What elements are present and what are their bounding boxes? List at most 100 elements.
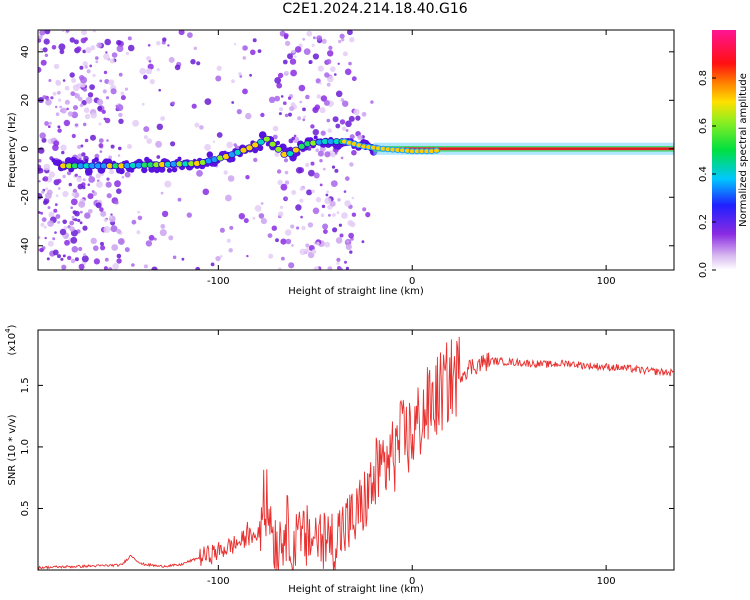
spectrogram-band: [84, 158, 89, 163]
spectrogram-speckle: [75, 123, 78, 127]
spectrogram-speckle: [106, 177, 110, 181]
spectrogram-speckle: [231, 79, 235, 84]
spectrogram-speckle: [151, 266, 158, 270]
spectrogram-speckle: [127, 144, 132, 149]
spectrogram-speckle: [73, 39, 79, 45]
spectrogram-speckle: [145, 68, 152, 75]
spectrogram-speckle: [146, 56, 151, 61]
spectrogram-speckle: [193, 46, 197, 50]
colorbar-gradient: [712, 30, 736, 270]
spectrogram-speckle: [99, 207, 104, 212]
spectrogram-speckle: [320, 130, 326, 136]
spectrogram-speckle: [109, 215, 113, 219]
spectrogram-speckle: [136, 230, 141, 235]
spectrogram-speckle: [308, 169, 315, 177]
spectrogram-speckle: [114, 200, 119, 205]
y-tick-label: 1.0: [20, 439, 31, 455]
snr-marks: [38, 336, 674, 570]
spectrogram-speckle: [148, 234, 155, 241]
spectrogram-speckle: [82, 122, 87, 127]
spectrogram-speckle: [62, 254, 66, 258]
spectrogram-speckle: [181, 257, 185, 261]
spectrogram-speckle: [109, 169, 115, 175]
spectrogram-speckle: [294, 55, 297, 58]
spectrogram-speckle: [339, 119, 346, 125]
spectrogram-speckle: [335, 123, 341, 129]
spectrogram-speckle: [149, 79, 155, 85]
spectrogram-speckle: [143, 74, 148, 80]
spectrogram-speckle: [164, 180, 172, 188]
spectrogram-speckle: [48, 171, 56, 178]
spectrogram-speckle: [339, 233, 344, 238]
spectrogram-speckle: [52, 249, 59, 256]
spectrogram-speckle: [81, 30, 87, 36]
spectrogram-speckle: [88, 176, 96, 183]
spectrogram-speckle: [336, 261, 340, 265]
spectrogram-speckle: [195, 266, 201, 270]
spectrogram-speckle: [295, 167, 303, 174]
spectrogram-speckle: [105, 181, 112, 188]
colorbar-tick-label: 0.2: [698, 214, 709, 230]
spectrogram-speckle: [238, 213, 245, 220]
spectrogram-speckle: [103, 226, 111, 233]
colorbar-tick-label: 0.6: [698, 118, 709, 134]
spectrogram-speckle: [339, 33, 345, 39]
spectrogram-speckle: [51, 45, 57, 50]
spectrogram-speckle: [95, 56, 99, 60]
spectrogram-speckle: [53, 63, 60, 70]
spectrogram-speckle: [294, 46, 302, 53]
spectrogram-speckle: [70, 206, 73, 209]
spectrogram-speckle: [216, 132, 223, 138]
spectrogram-speckle: [330, 66, 336, 72]
spectrogram-speckle: [100, 210, 107, 217]
spectrogram-speckle: [100, 245, 106, 251]
spectrogram-speckle: [271, 225, 277, 231]
ridge-point: [268, 140, 277, 148]
spectrogram-speckle: [79, 221, 83, 225]
snr-axes: -100 0 100 0.5 1.0 1.5: [20, 330, 674, 587]
spectrogram-speckle: [90, 112, 97, 119]
spectrogram-speckle: [346, 240, 350, 244]
spectrogram-speckle: [111, 244, 119, 251]
y-tick-label: 40: [20, 45, 31, 58]
spectrogram-speckle: [53, 208, 58, 213]
spectrogram-speckle: [103, 53, 110, 60]
spectrogram-speckle: [69, 226, 75, 232]
spectrogram-speckle: [196, 61, 201, 66]
spectrogram-speckle: [310, 161, 315, 166]
spectrogram-speckle: [103, 70, 108, 75]
spectrogram-axes: -100 0 100 -40 -20 0 20 40: [20, 30, 674, 287]
spectrogram-speckle: [342, 51, 348, 57]
spectrogram-speckle: [153, 237, 157, 241]
spectrogram-speckle: [362, 207, 367, 212]
spectrogram-speckle: [109, 58, 115, 64]
spectrogram-speckle: [327, 266, 333, 270]
snr-multiplier-base: (x10: [7, 333, 18, 356]
spectrogram-speckle: [79, 103, 84, 108]
spectrogram-speckle: [57, 254, 61, 259]
spectrogram-speckle: [298, 84, 306, 92]
spectrogram-speckle: [118, 72, 123, 77]
spectrogram-speckle: [48, 121, 52, 125]
spectrogram-speckle: [335, 90, 343, 98]
spectrogram-speckle: [147, 44, 151, 47]
spectrogram-speckle: [326, 82, 331, 87]
spectrogram-speckle: [90, 237, 97, 245]
spectrogram-speckle: [70, 258, 76, 264]
x-tick-label: 100: [597, 276, 616, 287]
spectrogram-speckle: [90, 134, 96, 141]
spectrogram-speckle: [323, 167, 326, 171]
spectrogram-speckle: [120, 95, 126, 101]
spectrogram-speckle: [38, 147, 45, 154]
x-tick-label: -100: [207, 276, 230, 287]
spectrogram-speckle: [272, 125, 279, 132]
spectrogram-speckle: [124, 247, 130, 253]
spectrogram-speckle: [38, 35, 43, 40]
spectrogram-band: [171, 167, 178, 173]
spectrogram-speckle: [314, 104, 321, 110]
spectrogram-speckle: [297, 116, 302, 121]
spectrogram-speckle: [257, 49, 262, 53]
spectrogram-speckle: [60, 107, 67, 114]
spectrogram-speckle: [68, 182, 73, 187]
spectrogram-speckle: [365, 212, 371, 218]
